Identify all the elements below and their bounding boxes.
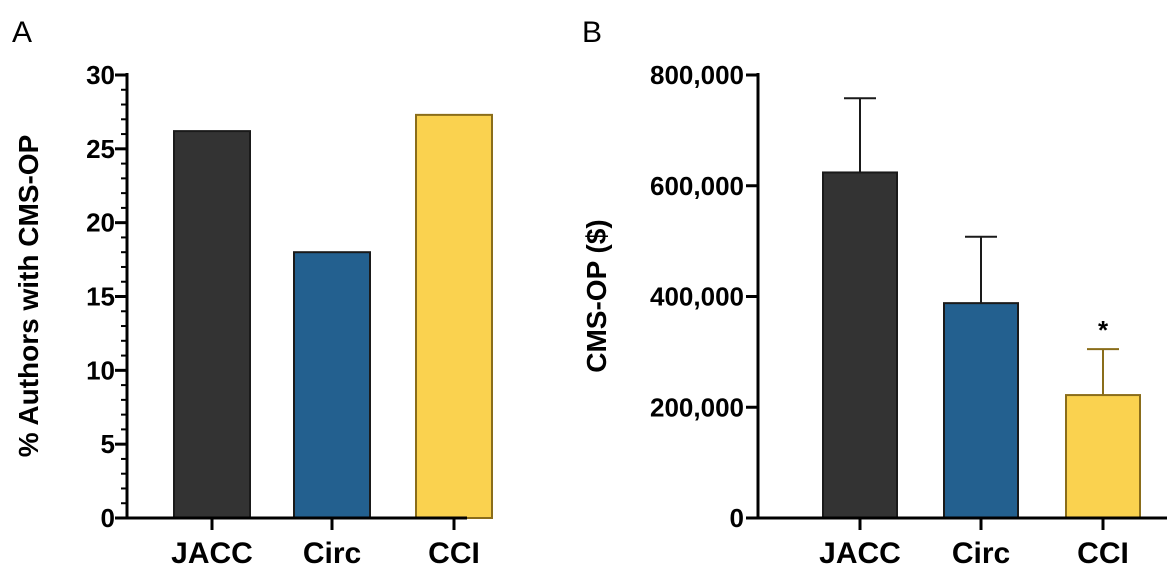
- x-category-label: Circ: [952, 537, 1010, 570]
- x-category-label: JACC: [171, 537, 253, 570]
- bar-jacc: [822, 171, 898, 520]
- y-tick-label: 30: [86, 60, 115, 90]
- panel-b-letter: B: [582, 16, 602, 49]
- bar-cci: [415, 113, 493, 520]
- y-tick-label: 600,000: [650, 171, 744, 201]
- y-tick-label: 800,000: [650, 60, 744, 90]
- y-tick-label: 400,000: [650, 282, 744, 312]
- y-axis-title: % Authors with CMS-OP: [13, 135, 44, 458]
- y-tick-label: 15: [86, 282, 115, 312]
- y-axis-title: CMS-OP ($): [581, 219, 612, 373]
- bar-jacc: [173, 130, 251, 519]
- x-category-label: Circ: [303, 537, 361, 570]
- x-category-label: CCI: [428, 537, 480, 570]
- panel-b-chart: * 0 200,000 400,000 600,000 800,000 JACC Circ CC…: [581, 60, 1167, 570]
- panel-a-chart: 0 5 10 15 20 25 30 JACC Circ CCI % Authors with CM…: [13, 60, 493, 570]
- y-tick-label: 5: [101, 429, 115, 459]
- y-tick-label: 25: [86, 134, 115, 164]
- y-tick-label: 0: [101, 503, 115, 533]
- bar-circ: [943, 302, 1019, 519]
- x-category-label: JACC: [819, 537, 901, 570]
- y-tick-label: 200,000: [650, 392, 744, 422]
- bar-circ: [293, 251, 371, 519]
- panel-a-letter: A: [12, 16, 32, 49]
- x-category-label: CCI: [1077, 537, 1129, 570]
- y-tick-label: 20: [86, 208, 115, 238]
- significance-marker: *: [1098, 315, 1109, 345]
- bar-cci: [1065, 394, 1141, 520]
- y-tick-label: 0: [730, 503, 744, 533]
- y-tick-label: 10: [86, 355, 115, 385]
